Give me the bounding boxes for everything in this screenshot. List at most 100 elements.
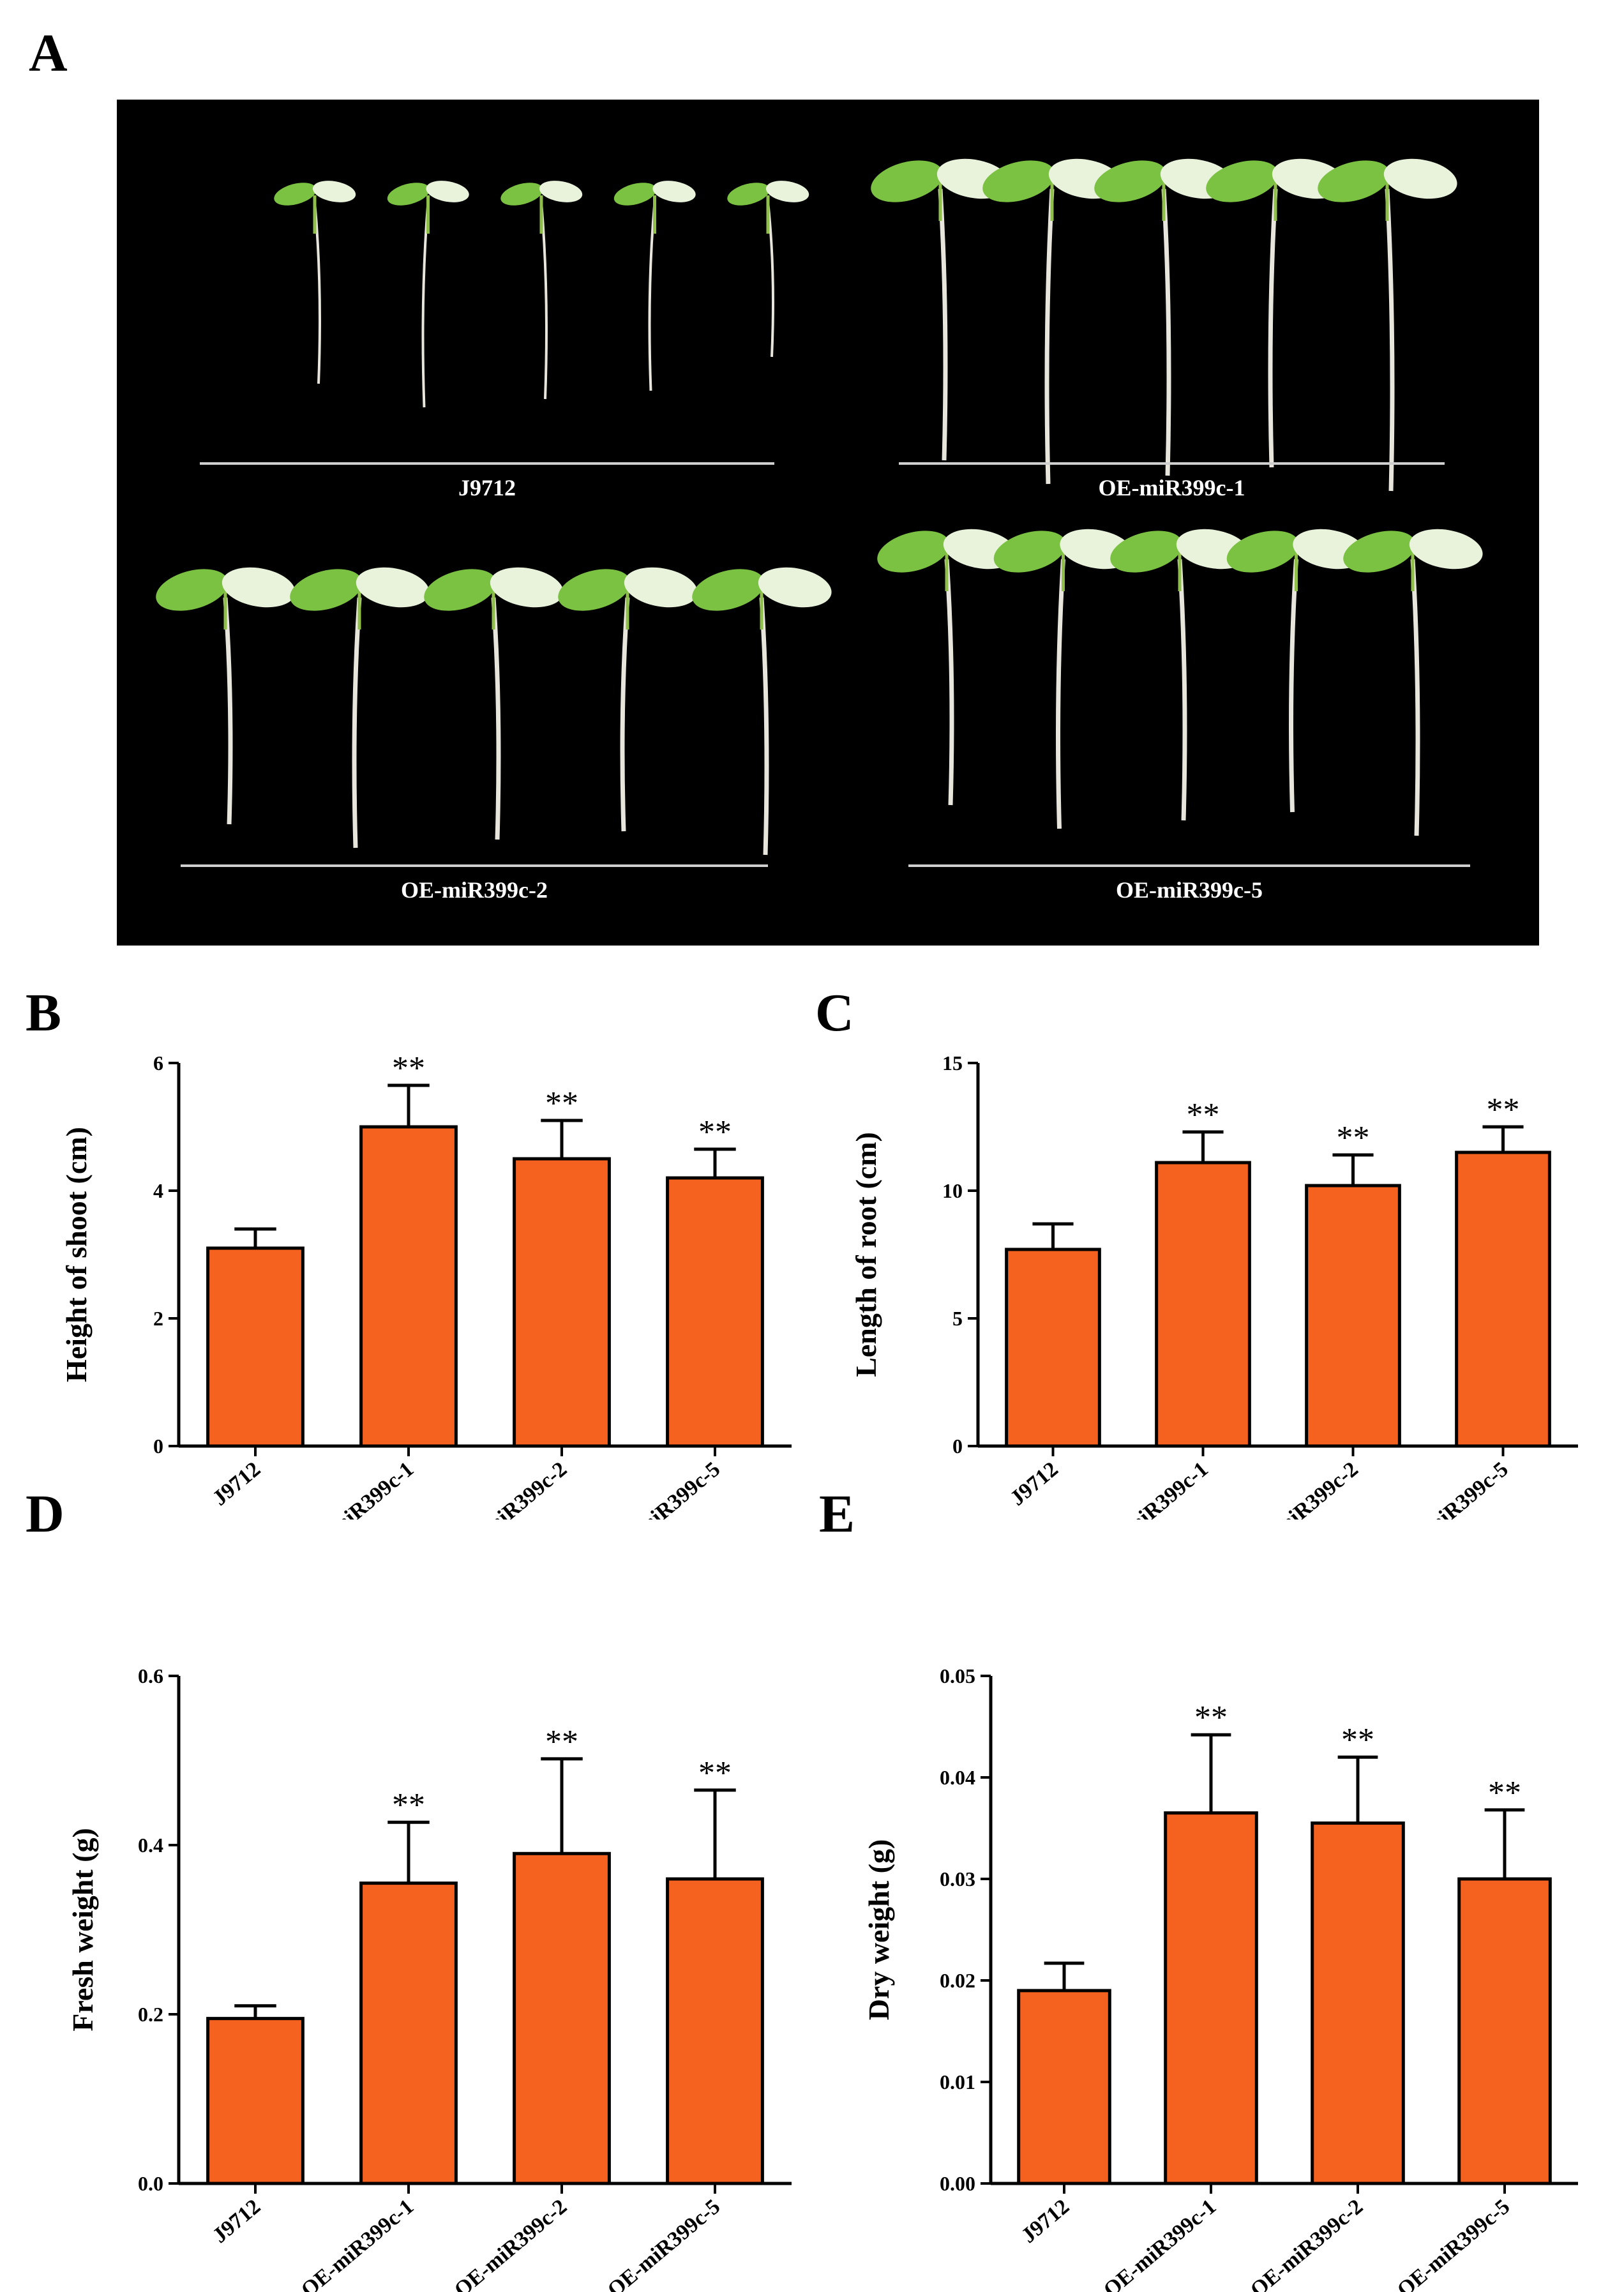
seedling-root	[1289, 559, 1298, 813]
x-tick-label: OE-miR399c-5	[1391, 1458, 1512, 1519]
seedling-leaf	[274, 183, 317, 206]
seedling-leaf	[558, 569, 631, 611]
seedling-leaf	[1343, 531, 1416, 573]
x-tick-label: J9712	[208, 1458, 265, 1511]
panel-letter-b: B	[26, 983, 62, 1043]
significance-marker: **	[698, 1114, 732, 1150]
seedling	[727, 181, 809, 358]
bar	[666, 1877, 764, 2185]
seedling-root	[421, 201, 430, 408]
seedling-leaf	[356, 567, 430, 608]
bar	[513, 1157, 611, 1448]
seedling-leaf	[313, 181, 356, 202]
y-tick-label: 0.02	[940, 1969, 975, 1992]
seedling-root	[352, 597, 362, 848]
seedling	[982, 158, 1122, 485]
seedling-root	[1161, 188, 1171, 476]
x-tick-label: J9712	[1017, 2195, 1074, 2248]
seedling-photo: J9712 OE-miR399c-1 OE-miR399c-2 OE-miR399c-…	[117, 100, 1539, 946]
seedling	[1110, 529, 1250, 821]
group-label: OE-miR399c-5	[1116, 877, 1263, 903]
seedling-root	[767, 201, 774, 358]
bar	[1311, 1821, 1405, 2185]
seedling-root	[648, 201, 656, 391]
x-tick-label: OE-miR399c-1	[297, 1458, 418, 1519]
seedling-leaf	[692, 569, 765, 611]
seedling	[1318, 158, 1457, 492]
significance-marker: **	[1488, 1775, 1521, 1811]
bar	[1164, 1811, 1258, 2185]
y-tick-label: 0.00	[940, 2172, 975, 2195]
seedling-leaf	[1110, 531, 1183, 573]
significance-marker: **	[392, 1050, 425, 1087]
significance-marker: **	[1487, 1092, 1520, 1128]
seedling-root	[1056, 559, 1065, 829]
seedling	[500, 181, 583, 400]
seedling-root	[944, 559, 954, 806]
seedling-root	[491, 597, 501, 840]
seedling-root	[1044, 188, 1055, 485]
panel-letter-e: E	[819, 1484, 855, 1544]
y-tick-label: 0	[952, 1435, 963, 1458]
bar	[1455, 1150, 1551, 1448]
significance-marker: **	[1337, 1120, 1370, 1156]
seedling-leaf	[624, 567, 698, 608]
seedling-leaf	[1383, 158, 1457, 199]
seedling	[424, 567, 564, 840]
seedling-leaf	[727, 183, 770, 206]
y-tick-label: 10	[942, 1179, 963, 1202]
seedling	[156, 567, 296, 825]
y-tick-label: 4	[153, 1179, 163, 1202]
significance-marker: **	[698, 1755, 732, 1791]
seedling-group: OE-miR399c-5	[877, 529, 1483, 903]
seedling	[387, 181, 469, 408]
bar	[1305, 1184, 1401, 1448]
y-tick-label: 0.0	[138, 2172, 163, 2195]
seedling-root	[540, 201, 548, 400]
bar	[359, 1125, 458, 1448]
seedling-root	[1268, 188, 1278, 468]
seedling-group: OE-miR399c-1	[871, 158, 1457, 501]
y-axis-label: Dry weight (g)	[862, 1839, 895, 2021]
seedling-root	[1410, 559, 1420, 836]
seedling-leaf	[424, 569, 497, 611]
significance-marker: **	[1187, 1097, 1220, 1133]
chart-shoot-height: Height of shoot (cm) J9712 ** OE-miR399c-1 *…	[60, 1050, 792, 1519]
seedling-root	[1385, 188, 1395, 492]
x-tick-label: OE-miR399c-2	[450, 2195, 571, 2292]
seedling-root	[1177, 559, 1187, 821]
x-tick-label: OE-miR399c-2	[450, 1458, 571, 1519]
seedling-leaf	[490, 567, 564, 608]
y-tick-label: 5	[952, 1307, 963, 1330]
seedling-root	[759, 597, 769, 856]
bar	[1005, 1248, 1101, 1448]
y-tick-label: 0	[153, 1435, 163, 1458]
x-tick-label: OE-miR399c-1	[297, 2195, 418, 2292]
y-tick-label: 0.01	[940, 2070, 975, 2093]
seedling-leaf	[766, 181, 809, 202]
bar	[666, 1176, 764, 1448]
seedling	[290, 567, 430, 848]
chart-fresh-weight: Fresh weight (g) J9712 ** OE-miR399c-1 ** OE-…	[66, 1664, 792, 2292]
y-tick-label: 0.03	[940, 1867, 975, 1890]
bar	[359, 1881, 458, 2185]
bar	[206, 1246, 304, 1448]
x-tick-label: OE-miR399c-5	[1393, 2195, 1514, 2292]
seedling-leaf	[539, 181, 583, 202]
seedling-root	[620, 597, 630, 832]
y-tick-label: 15	[942, 1052, 963, 1074]
bar	[206, 2017, 304, 2185]
y-tick-label: 0.6	[138, 1664, 163, 1687]
seedling-leaf	[652, 181, 696, 202]
seedling-leaf	[290, 569, 363, 611]
group-label: J9712	[458, 475, 516, 501]
significance-marker: **	[392, 1787, 425, 1823]
seedling-leaf	[426, 181, 469, 202]
seedling-leaf	[871, 160, 944, 202]
bar	[1017, 1989, 1111, 2185]
significance-marker: **	[545, 1724, 578, 1760]
photo-background	[117, 100, 1539, 946]
x-tick-label: J9712	[1006, 1458, 1063, 1511]
seedling	[692, 567, 832, 856]
x-tick-label: OE-miR399c-2	[1241, 1458, 1362, 1519]
